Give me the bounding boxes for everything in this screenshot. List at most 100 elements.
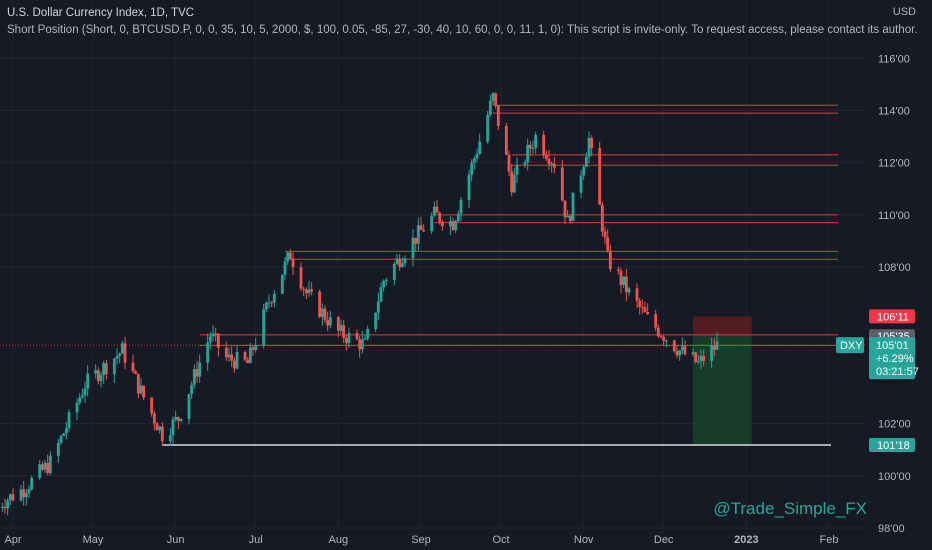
candle-body[interactable] <box>568 215 572 222</box>
candle-body[interactable] <box>435 206 439 213</box>
candle-body[interactable] <box>459 199 463 214</box>
candle-body[interactable] <box>3 506 7 509</box>
candle-body[interactable] <box>512 174 516 193</box>
candle-body[interactable] <box>134 371 138 374</box>
candle-body[interactable] <box>534 134 538 148</box>
candle-body[interactable] <box>560 167 564 201</box>
candle-body[interactable] <box>491 93 495 101</box>
candle-body[interactable] <box>384 279 388 281</box>
candle-body[interactable] <box>230 354 234 361</box>
candle-body[interactable] <box>267 302 271 304</box>
candle-body[interactable] <box>416 225 420 244</box>
candle-body[interactable] <box>318 291 322 318</box>
candle-body[interactable] <box>622 276 626 285</box>
candle-body[interactable] <box>19 489 23 501</box>
candle-body[interactable] <box>640 306 644 308</box>
candle-body[interactable] <box>136 373 140 394</box>
candle-body[interactable] <box>526 144 530 163</box>
candle-body[interactable] <box>440 221 444 227</box>
candle-body[interactable] <box>176 417 180 421</box>
candle-body[interactable] <box>99 375 103 382</box>
candle-body[interactable] <box>190 384 194 395</box>
candle-body[interactable] <box>171 419 175 436</box>
candle-body[interactable] <box>678 350 682 356</box>
candle-body[interactable] <box>584 157 588 168</box>
candle-body[interactable] <box>243 352 247 360</box>
candle-body[interactable] <box>195 369 199 377</box>
candle-body[interactable] <box>451 220 455 231</box>
candle-body[interactable] <box>411 237 415 259</box>
candle-body[interactable] <box>664 340 668 342</box>
candle-body[interactable] <box>392 263 396 280</box>
candle-body[interactable] <box>56 442 60 456</box>
candle-body[interactable] <box>616 269 620 271</box>
candle-body[interactable] <box>712 345 716 350</box>
candle-body[interactable] <box>307 289 311 294</box>
candle-body[interactable] <box>646 312 650 314</box>
candle-body[interactable] <box>478 141 482 155</box>
candle-body[interactable] <box>198 362 202 377</box>
candle-body[interactable] <box>510 171 514 193</box>
candle-body[interactable] <box>0 506 4 508</box>
candle-body[interactable] <box>656 327 660 337</box>
candle-body[interactable] <box>710 345 714 362</box>
candle-body[interactable] <box>608 250 612 270</box>
candle-body[interactable] <box>118 353 122 357</box>
candle-body[interactable] <box>523 162 527 165</box>
candle-body[interactable] <box>566 215 570 218</box>
candle-body[interactable] <box>336 317 340 331</box>
candle-body[interactable] <box>715 341 719 350</box>
candle-body[interactable] <box>67 412 71 429</box>
candle-body[interactable] <box>96 370 100 382</box>
candle-body[interactable] <box>123 343 127 363</box>
candle-body[interactable] <box>422 229 426 232</box>
candle-body[interactable] <box>379 287 383 302</box>
candle-body[interactable] <box>64 428 68 434</box>
candle-body[interactable] <box>291 259 295 268</box>
candle-body[interactable] <box>414 237 418 244</box>
candle-body[interactable] <box>672 340 676 352</box>
candle-body[interactable] <box>160 426 164 442</box>
candle-body[interactable] <box>323 308 327 321</box>
candle-body[interactable] <box>376 301 380 313</box>
candle-body[interactable] <box>675 351 679 356</box>
candle-body[interactable] <box>635 288 639 301</box>
candle-body[interactable] <box>582 167 586 176</box>
candle-body[interactable] <box>342 325 346 338</box>
candle-body[interactable] <box>430 215 434 232</box>
candle-body[interactable] <box>347 333 351 344</box>
candle-body[interactable] <box>299 267 303 289</box>
candle-body[interactable] <box>694 352 698 363</box>
candle-body[interactable] <box>235 352 239 369</box>
candle-body[interactable] <box>120 343 124 354</box>
candle-body[interactable] <box>680 346 684 351</box>
candle-body[interactable] <box>472 158 476 163</box>
candle-body[interactable] <box>264 302 268 310</box>
candle-body[interactable] <box>246 359 250 364</box>
candle-body[interactable] <box>374 312 378 329</box>
candle-body[interactable] <box>702 355 706 362</box>
candle-body[interactable] <box>302 288 306 290</box>
last-price-bg[interactable] <box>869 337 915 380</box>
candle-body[interactable] <box>139 385 143 394</box>
candle-body[interactable] <box>366 328 370 339</box>
candle-body[interactable] <box>59 435 63 443</box>
candle-body[interactable] <box>131 362 135 372</box>
candle-body[interactable] <box>270 302 274 304</box>
candle-body[interactable] <box>206 342 210 363</box>
candle-body[interactable] <box>6 500 10 509</box>
candle-body[interactable] <box>192 369 196 385</box>
candle-body[interactable] <box>22 489 26 498</box>
candle-body[interactable] <box>600 204 604 232</box>
candle-body[interactable] <box>46 462 50 474</box>
candle-body[interactable] <box>579 175 583 193</box>
candle-body[interactable] <box>488 100 492 115</box>
candle-body[interactable] <box>515 164 519 175</box>
candle-body[interactable] <box>83 388 87 396</box>
candle-body[interactable] <box>467 174 471 200</box>
candle-body[interactable] <box>150 397 154 414</box>
candle-body[interactable] <box>75 402 79 413</box>
candle-body[interactable] <box>571 192 575 222</box>
candle-body[interactable] <box>438 212 442 222</box>
candle-body[interactable] <box>254 344 258 350</box>
